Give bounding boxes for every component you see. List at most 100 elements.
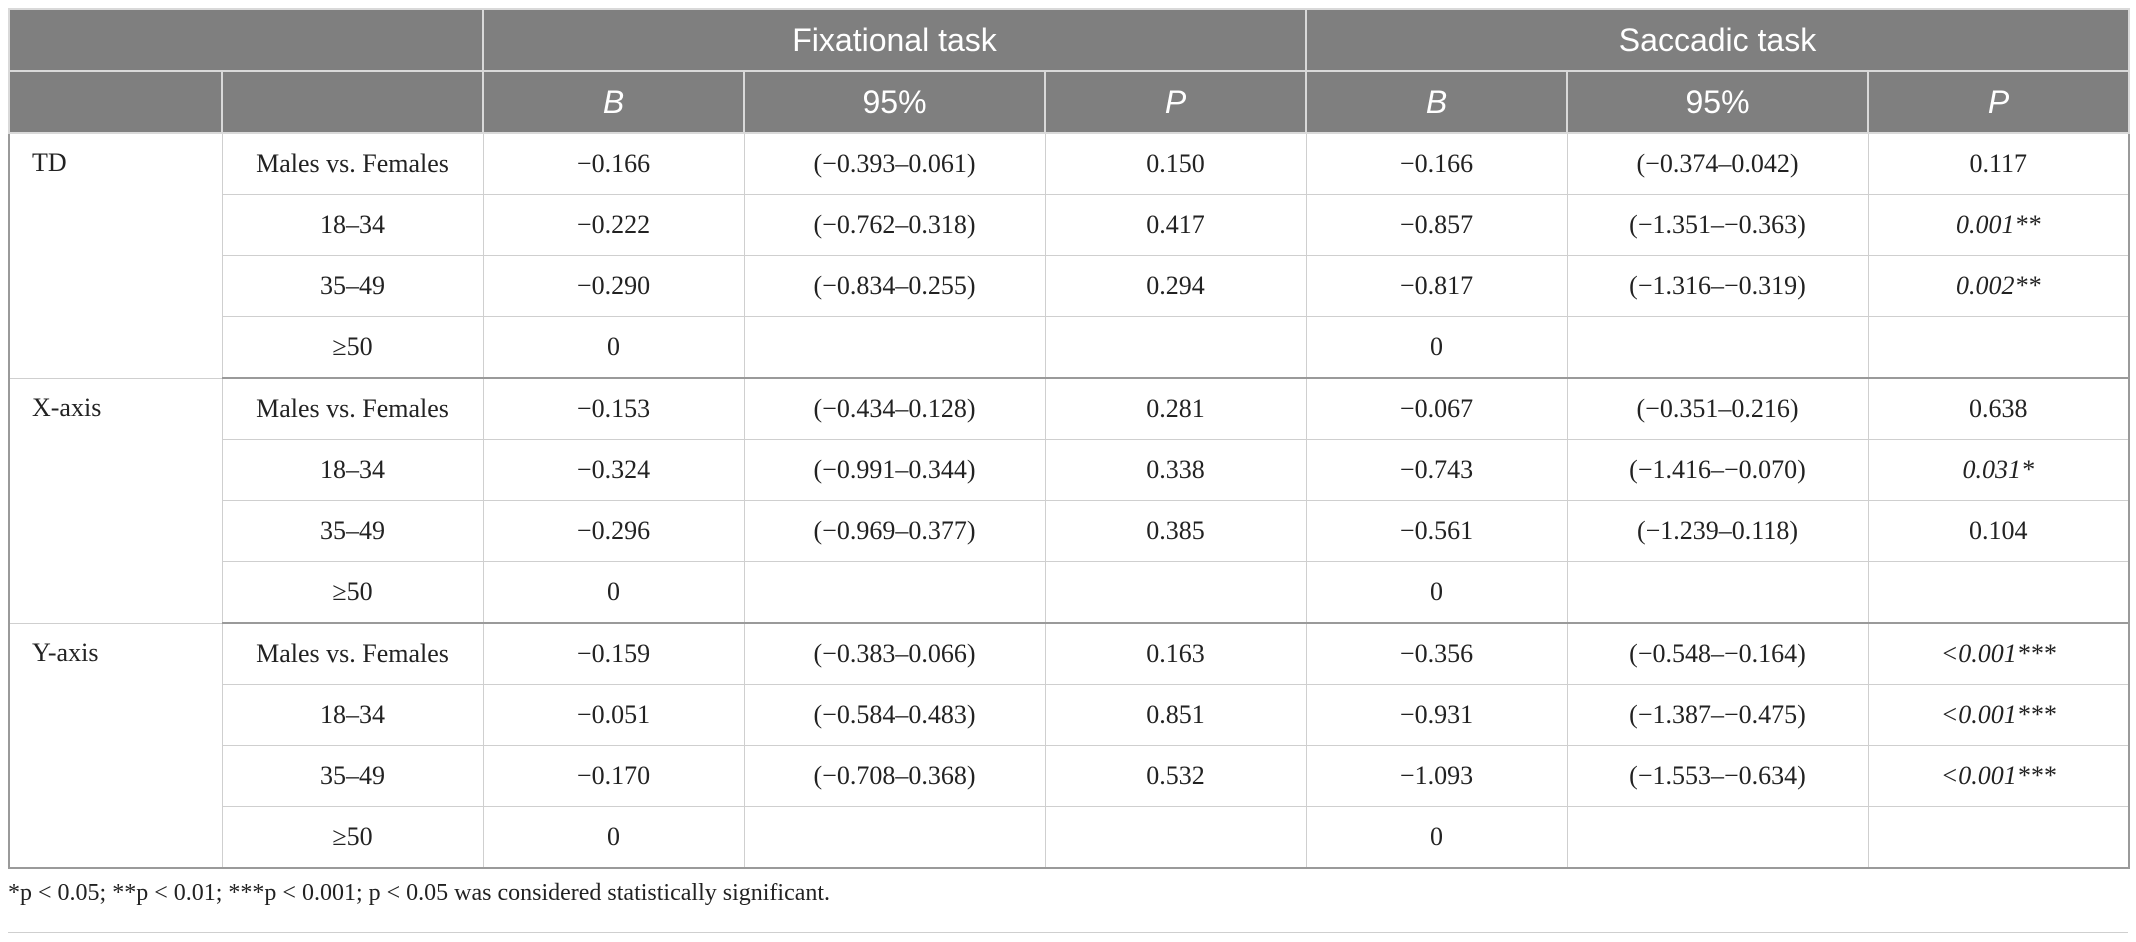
fixational-p-cell: 0.338: [1044, 439, 1307, 501]
saccadic-b-cell: −0.561: [1305, 500, 1568, 562]
saccadic-ci-cell: [1566, 561, 1869, 624]
fixational-b-cell: −0.051: [482, 684, 745, 746]
saccadic-b-cell: −0.931: [1305, 684, 1568, 746]
fixational-ci-cell: [743, 561, 1046, 624]
fixational-b-cell: −0.222: [482, 194, 745, 256]
table-header: Fixational task Saccadic task B 95% P B …: [8, 8, 2131, 134]
saccadic-ci-cell: [1566, 806, 1869, 869]
fixational-ci-cell: [743, 806, 1046, 869]
fixational-p-cell: 0.851: [1044, 684, 1307, 746]
saccadic-p-cell: 0.001**: [1867, 194, 2130, 256]
fixational-b-cell: −0.166: [482, 132, 745, 195]
table-row: Y-axis Males vs. Females −0.159 (−0.383–0.0…: [8, 622, 2130, 869]
table-row: ≥50 0 0: [9, 561, 2130, 624]
saccadic-p-cell: 0.638: [1867, 377, 2130, 440]
fixational-b-cell: −0.296: [482, 500, 745, 562]
footnote-divider: [8, 932, 2128, 933]
table-row: X-axis Males vs. Females −0.153 (−0.434–0.1…: [8, 377, 2130, 624]
saccadic-p-cell: <0.001***: [1867, 745, 2130, 807]
fixational-b-cell: −0.170: [482, 745, 745, 807]
saccadic-ci-cell: (−0.351–0.216): [1566, 377, 1869, 440]
footnote-text: *p < 0.05; **p < 0.01; ***p < 0.001; p <…: [8, 880, 831, 906]
saccadic-ci-cell: (−0.548–−0.164): [1566, 622, 1869, 685]
saccadic-b-cell: −0.067: [1305, 377, 1568, 440]
regression-results-table: Fixational task Saccadic task B 95% P B …: [8, 8, 2131, 869]
group-label-cell: TD: [8, 132, 223, 379]
saccadic-p-cell: 0.031*: [1867, 439, 2130, 501]
header-fixational-ci: 95%: [743, 70, 1046, 134]
fixational-ci-cell: (−0.762–0.318): [743, 194, 1046, 256]
header-col-factor: [221, 70, 484, 134]
saccadic-ci-cell: (−1.239–0.118): [1566, 500, 1869, 562]
saccadic-p-cell: <0.001***: [1867, 684, 2130, 746]
saccadic-b-cell: −0.166: [1305, 132, 1568, 195]
factor-cell: ≥50: [221, 806, 484, 869]
header-column-row: B 95% P B 95% P: [8, 70, 2131, 134]
fixational-p-cell: 0.385: [1044, 500, 1307, 562]
factor-cell: 18–34: [221, 439, 484, 501]
fixational-p-cell: 0.532: [1044, 745, 1307, 807]
header-saccadic-p: P: [1866, 70, 2131, 134]
factor-cell: 35–49: [221, 745, 484, 807]
saccadic-ci-cell: [1566, 316, 1869, 379]
fixational-b-cell: 0: [482, 806, 745, 869]
fixational-ci-cell: [743, 316, 1046, 379]
saccadic-ci-cell: (−1.387–−0.475): [1566, 684, 1869, 746]
header-col-group: [8, 70, 223, 134]
header-fixational-b: B: [482, 70, 745, 134]
factor-cell: 18–34: [221, 194, 484, 256]
fixational-p-cell: [1044, 316, 1307, 379]
table-row: 35–49 −0.296 (−0.969–0.377) 0.385 −0.561 (−1.…: [9, 500, 2130, 562]
table-footnote: *p < 0.05; **p < 0.01; ***p < 0.001; p <…: [8, 880, 2128, 933]
table-row: ≥50 0 0: [9, 316, 2130, 379]
saccadic-p-cell: [1867, 806, 2130, 869]
table-row: 35–49 −0.290 (−0.834–0.255) 0.294 −0.817 (−1.…: [9, 255, 2130, 317]
fixational-p-cell: 0.417: [1044, 194, 1307, 256]
group-label-cell: X-axis: [8, 377, 223, 624]
saccadic-ci-cell: (−0.374–0.042): [1566, 132, 1869, 195]
factor-cell: Males vs. Females: [221, 377, 484, 440]
saccadic-b-cell: −0.817: [1305, 255, 1568, 317]
saccadic-p-cell: 0.002**: [1867, 255, 2130, 317]
fixational-b-cell: −0.159: [482, 622, 745, 685]
fixational-ci-cell: (−0.393–0.061): [743, 132, 1046, 195]
fixational-ci-cell: (−0.991–0.344): [743, 439, 1046, 501]
fixational-b-cell: −0.324: [482, 439, 745, 501]
factor-cell: Males vs. Females: [221, 132, 484, 195]
factor-cell: ≥50: [221, 316, 484, 379]
table-row: 35–49 −0.170 (−0.708–0.368) 0.532 −1.093 (−1.…: [9, 745, 2130, 807]
fixational-b-cell: 0: [482, 316, 745, 379]
saccadic-p-cell: [1867, 561, 2130, 624]
header-group-row: Fixational task Saccadic task: [8, 8, 2131, 72]
header-blank: [8, 8, 484, 72]
saccadic-ci-cell: (−1.351–−0.363): [1566, 194, 1869, 256]
saccadic-p-cell: 0.117: [1867, 132, 2130, 195]
fixational-ci-cell: (−0.584–0.483): [743, 684, 1046, 746]
fixational-p-cell: [1044, 561, 1307, 624]
saccadic-b-cell: 0: [1305, 806, 1568, 869]
fixational-p-cell: 0.294: [1044, 255, 1307, 317]
header-saccadic-ci: 95%: [1566, 70, 1869, 134]
fixational-b-cell: −0.153: [482, 377, 745, 440]
fixational-ci-cell: (−0.969–0.377): [743, 500, 1046, 562]
factor-cell: 35–49: [221, 500, 484, 562]
saccadic-b-cell: 0: [1305, 316, 1568, 379]
saccadic-p-cell: 0.104: [1867, 500, 2130, 562]
header-saccadic-b: B: [1305, 70, 1568, 134]
saccadic-p-cell: <0.001***: [1867, 622, 2130, 685]
factor-cell: Males vs. Females: [221, 622, 484, 685]
saccadic-ci-cell: (−1.416–−0.070): [1566, 439, 1869, 501]
saccadic-ci-cell: (−1.553–−0.634): [1566, 745, 1869, 807]
fixational-p-cell: 0.150: [1044, 132, 1307, 195]
fixational-b-cell: −0.290: [482, 255, 745, 317]
fixational-ci-cell: (−0.708–0.368): [743, 745, 1046, 807]
table-row: 18–34 −0.222 (−0.762–0.318) 0.417 −0.857 (−1.…: [9, 194, 2130, 256]
saccadic-b-cell: −0.743: [1305, 439, 1568, 501]
factor-cell: 35–49: [221, 255, 484, 317]
header-fixational-task: Fixational task: [482, 8, 1307, 72]
table-body: TD Males vs. Females −0.166 (−0.393–0.061) 0…: [8, 132, 2130, 869]
saccadic-b-cell: −0.857: [1305, 194, 1568, 256]
group-label-cell: Y-axis: [8, 622, 223, 869]
table-row: TD Males vs. Females −0.166 (−0.393–0.061) 0…: [8, 132, 2130, 379]
fixational-p-cell: 0.163: [1044, 622, 1307, 685]
